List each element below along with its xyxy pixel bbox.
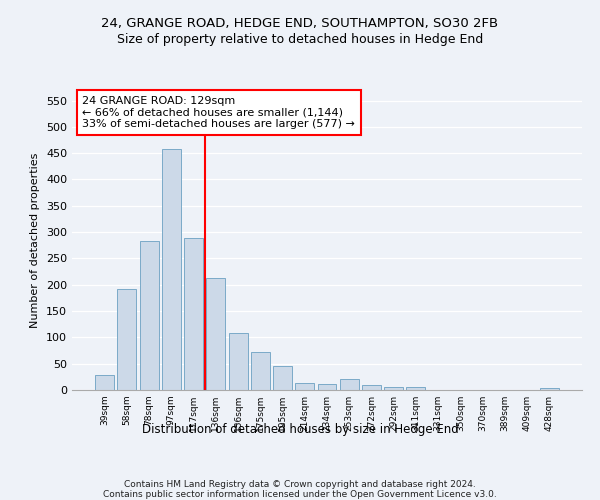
Bar bbox=[184, 238, 203, 390]
Bar bbox=[384, 388, 403, 390]
Text: 24 GRANGE ROAD: 129sqm
← 66% of detached houses are smaller (1,144)
33% of semi-: 24 GRANGE ROAD: 129sqm ← 66% of detached… bbox=[82, 96, 355, 129]
Bar bbox=[362, 386, 381, 390]
Bar bbox=[95, 376, 114, 390]
Text: 24, GRANGE ROAD, HEDGE END, SOUTHAMPTON, SO30 2FB: 24, GRANGE ROAD, HEDGE END, SOUTHAMPTON,… bbox=[101, 18, 499, 30]
Y-axis label: Number of detached properties: Number of detached properties bbox=[31, 152, 40, 328]
Bar bbox=[251, 352, 270, 390]
Bar bbox=[118, 290, 136, 390]
Bar bbox=[273, 366, 292, 390]
Text: Contains public sector information licensed under the Open Government Licence v3: Contains public sector information licen… bbox=[103, 490, 497, 499]
Text: Size of property relative to detached houses in Hedge End: Size of property relative to detached ho… bbox=[117, 32, 483, 46]
Bar bbox=[162, 149, 181, 390]
Bar bbox=[140, 241, 158, 390]
Bar bbox=[406, 387, 425, 390]
Bar bbox=[340, 380, 359, 390]
Bar bbox=[317, 384, 337, 390]
Bar bbox=[206, 278, 225, 390]
Bar bbox=[295, 383, 314, 390]
Bar bbox=[540, 388, 559, 390]
Bar bbox=[229, 332, 248, 390]
Text: Distribution of detached houses by size in Hedge End: Distribution of detached houses by size … bbox=[142, 422, 458, 436]
Text: Contains HM Land Registry data © Crown copyright and database right 2024.: Contains HM Land Registry data © Crown c… bbox=[124, 480, 476, 489]
